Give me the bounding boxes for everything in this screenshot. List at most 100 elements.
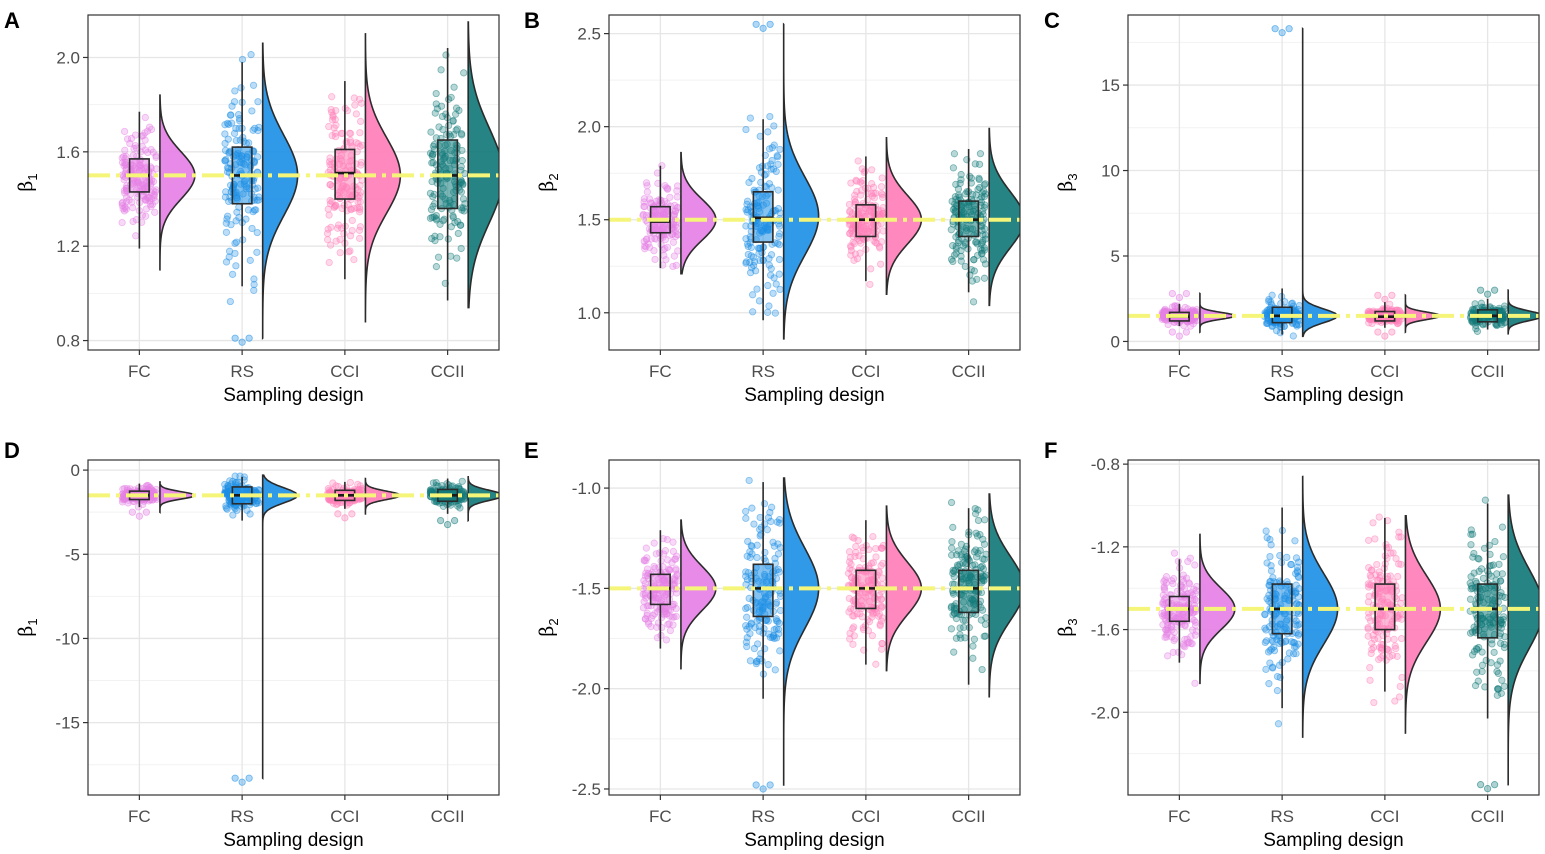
data-point (744, 537, 752, 546)
data-point (744, 242, 752, 251)
x-tick-label: RS (751, 362, 775, 381)
x-tick-label: CCI (330, 362, 359, 381)
y-axis-subscript: 1 (25, 618, 40, 625)
data-point (774, 160, 782, 169)
data-point (1290, 639, 1299, 647)
series-ccii (947, 127, 1020, 307)
data-point (877, 617, 886, 625)
data-point (438, 112, 446, 121)
data-point (771, 666, 779, 674)
data-point (130, 144, 138, 153)
half-violin (467, 21, 499, 309)
y-tick-label: 0 (1111, 332, 1120, 351)
data-point (238, 55, 247, 64)
data-point (1466, 629, 1475, 637)
data-point (1292, 650, 1300, 658)
data-point (1364, 598, 1373, 606)
data-point (1389, 549, 1397, 557)
outlier-point (444, 521, 452, 529)
data-point (324, 205, 332, 213)
data-point (775, 230, 784, 238)
series-ccii (947, 493, 1020, 698)
data-point (449, 117, 457, 125)
data-point (1392, 645, 1400, 653)
data-point (770, 634, 778, 643)
data-point (437, 102, 446, 110)
y-axis-subscript: 3 (1065, 618, 1080, 625)
data-point (776, 606, 785, 615)
data-point (970, 635, 978, 643)
data-point (749, 308, 757, 316)
y-tick-label: 5 (1111, 247, 1120, 266)
data-point (774, 540, 782, 548)
data-point (845, 548, 854, 556)
data-point (250, 286, 258, 294)
data-point (1495, 560, 1503, 568)
data-point (1472, 325, 1480, 333)
data-point (868, 632, 876, 640)
outlier-point (1271, 25, 1279, 33)
data-point (222, 258, 231, 266)
data-point (776, 647, 784, 655)
y-tick-label: -15 (55, 714, 80, 733)
outlier-point (238, 778, 246, 786)
half-violin (261, 42, 299, 340)
data-point (144, 148, 152, 157)
data-point (879, 227, 887, 235)
panel-letter: B (524, 8, 540, 33)
data-point (877, 260, 885, 268)
data-point (670, 613, 678, 621)
data-point (845, 200, 854, 209)
data-point (742, 235, 750, 243)
outlier-point (128, 508, 136, 516)
data-point (452, 110, 460, 118)
x-tick-label: CCI (851, 362, 880, 381)
data-point (866, 280, 874, 289)
data-point (674, 247, 682, 255)
data-point (1160, 584, 1168, 592)
data-point (1287, 560, 1295, 569)
plot-area (609, 20, 1020, 340)
data-point (1366, 676, 1374, 684)
data-point (356, 223, 365, 231)
data-point (224, 135, 232, 143)
data-point (950, 648, 958, 656)
y-axis-symbol: β (15, 181, 37, 192)
data-point (868, 166, 876, 174)
data-point (746, 657, 755, 665)
data-point (235, 213, 243, 222)
data-point (1365, 613, 1373, 622)
data-point (774, 153, 782, 161)
data-point (250, 280, 258, 289)
data-point (226, 297, 234, 306)
data-point (1367, 617, 1375, 625)
data-point (345, 248, 353, 256)
data-point (748, 542, 756, 551)
panel-letter: A (4, 8, 20, 33)
box-iqr (752, 563, 774, 618)
y-axis-symbol: β (1055, 181, 1077, 192)
data-point (980, 274, 989, 282)
data-point (250, 206, 259, 214)
x-tick-label: CCII (431, 362, 465, 381)
data-point (142, 205, 150, 213)
data-point (439, 125, 447, 134)
data-point (350, 94, 358, 102)
data-point (639, 212, 647, 220)
data-point (1159, 591, 1167, 599)
data-point (1374, 634, 1382, 643)
data-point (948, 538, 956, 546)
data-point (666, 193, 674, 201)
data-point (1261, 611, 1269, 619)
data-point (1294, 572, 1302, 580)
outlier-point (437, 517, 445, 525)
data-point (1365, 592, 1373, 600)
data-point (432, 216, 441, 224)
data-point (427, 128, 435, 136)
plot-area (1128, 25, 1539, 340)
x-tick-label: CCI (1370, 362, 1399, 381)
data-point (328, 93, 336, 101)
data-point (227, 111, 235, 119)
data-point (254, 184, 262, 192)
data-point (1283, 553, 1291, 561)
